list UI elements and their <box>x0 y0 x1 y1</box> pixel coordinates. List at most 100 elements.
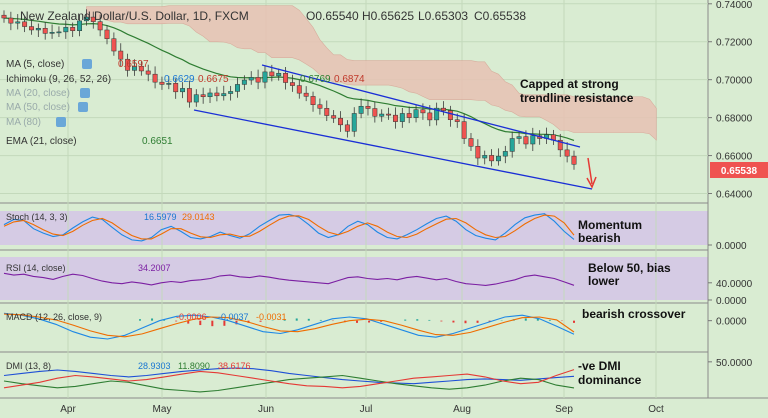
series-di-line <box>3 369 575 389</box>
last-price-label: 0.65538 <box>721 166 758 177</box>
ichimoku-label: Ichimoku (9, 26, 52, 26) <box>6 74 111 85</box>
candle <box>269 71 275 77</box>
dmi-value-plus: 11.8090 <box>178 361 210 371</box>
candle <box>564 149 570 157</box>
candle <box>132 65 137 71</box>
legend-row-ichimoku[interactable]: Ichimoku (9, 26, 52, 26) 0.6629 0.6675 0… <box>6 74 365 85</box>
y-tick-label: 0.64000 <box>716 190 753 201</box>
candle <box>344 124 350 132</box>
candle <box>145 70 151 75</box>
legend-row-hidden-1[interactable]: MA (20, close) <box>6 88 90 99</box>
eye-icon[interactable] <box>80 88 90 98</box>
time-axis[interactable]: Apr May Jun Jul Aug Sep Oct <box>60 404 664 415</box>
annotation-momentum-2: bearish <box>578 231 621 245</box>
ohlc-low: L0.65303 <box>418 9 468 23</box>
ohlc-high: H0.65625 <box>362 9 414 23</box>
candle <box>111 38 117 52</box>
hidden-ma-label-1: MA (20, close) <box>6 88 70 99</box>
eye-icon[interactable] <box>78 102 88 112</box>
candle <box>49 32 55 34</box>
y-tick-label: 0.0000 <box>716 296 747 307</box>
candle <box>8 17 14 24</box>
candle <box>221 93 227 97</box>
candle <box>207 92 213 98</box>
x-tick-label: Jul <box>360 404 373 415</box>
candle <box>97 21 103 31</box>
ichimoku-cloud <box>86 5 657 141</box>
x-tick-label: Aug <box>453 404 471 415</box>
dmi-lines <box>3 367 575 393</box>
candle <box>77 20 82 31</box>
rsi-band <box>0 257 708 300</box>
eye-icon[interactable] <box>82 59 92 69</box>
candle <box>262 71 268 83</box>
candle <box>530 135 536 145</box>
candle <box>180 88 186 93</box>
macd-label[interactable]: MACD (12, 26, close, 9) <box>6 312 102 322</box>
y-tick-label: 0.0000 <box>716 241 747 252</box>
candle <box>482 155 488 159</box>
candle <box>186 88 192 103</box>
candle <box>283 72 289 83</box>
y-tick-label: 0.72000 <box>716 38 753 49</box>
macd-value-macd: -0.0037 <box>218 312 249 322</box>
candle <box>235 84 240 92</box>
series-d-line <box>3 214 575 240</box>
candle <box>468 138 474 147</box>
ichimoku-value-4: 0.6874 <box>334 74 365 85</box>
annotation-macd: bearish crossover <box>582 307 686 321</box>
candle <box>557 139 563 151</box>
legend-row-ema[interactable]: EMA (21, close) 0.6651 <box>6 136 173 147</box>
candle <box>496 155 501 162</box>
annotation-resistance-1: Capped at strong <box>520 77 619 91</box>
down-arrow-icon <box>586 157 597 189</box>
channel-lower-line <box>193 109 593 190</box>
eye-icon[interactable] <box>56 117 66 127</box>
series-adx-line <box>3 367 575 385</box>
candle <box>90 16 96 22</box>
stoch-lines <box>3 213 575 242</box>
trend-channel <box>193 64 593 190</box>
candle <box>523 136 529 145</box>
candle <box>447 110 453 120</box>
candle <box>441 107 446 111</box>
candle <box>303 92 309 97</box>
stoch-label[interactable]: Stoch (14, 3, 3) <box>6 212 68 222</box>
candle <box>434 107 440 121</box>
annotation-dmi-2: dominance <box>578 373 642 387</box>
dmi-label[interactable]: DMI (13, 8) <box>6 361 51 371</box>
symbol-title[interactable]: New Zealand Dollar/U.S. Dollar, 1D, FXCM <box>20 9 249 23</box>
legend-row-hidden-3[interactable]: MA (80) <box>6 117 66 128</box>
rsi-label[interactable]: RSI (14, close) <box>6 263 66 273</box>
legend-row-hidden-2[interactable]: MA (50, close) <box>6 102 88 113</box>
legend-row-ma[interactable]: MA (5, close) 0.6597 <box>6 59 149 70</box>
annotation-rsi-2: lower <box>588 274 620 288</box>
candle <box>63 27 69 33</box>
candle <box>571 155 577 165</box>
y-tick-label: 0.0000 <box>716 317 747 328</box>
candle <box>35 28 41 31</box>
candle <box>1 14 7 19</box>
candle <box>173 83 179 93</box>
x-tick-label: Apr <box>60 404 76 415</box>
candle <box>152 73 158 83</box>
ma-value: 0.6597 <box>118 59 149 70</box>
candle <box>509 138 515 152</box>
y-tick-label: 0.70000 <box>716 76 753 87</box>
candle <box>255 77 261 83</box>
candle <box>241 79 247 85</box>
macd-value-signal: -0.0031 <box>256 312 287 322</box>
candle <box>83 16 89 22</box>
x-tick-label: Sep <box>555 404 573 415</box>
candle <box>29 26 34 31</box>
ichimoku-value-2: 0.6675 <box>198 74 229 85</box>
macd-value-hist: -0.0006 <box>176 312 207 322</box>
annotation-momentum-1: Momentum <box>578 218 642 232</box>
candle <box>166 83 172 85</box>
candle <box>454 119 460 122</box>
candle <box>296 85 302 94</box>
candle <box>70 27 76 31</box>
candle <box>324 108 330 116</box>
candle <box>125 58 131 71</box>
